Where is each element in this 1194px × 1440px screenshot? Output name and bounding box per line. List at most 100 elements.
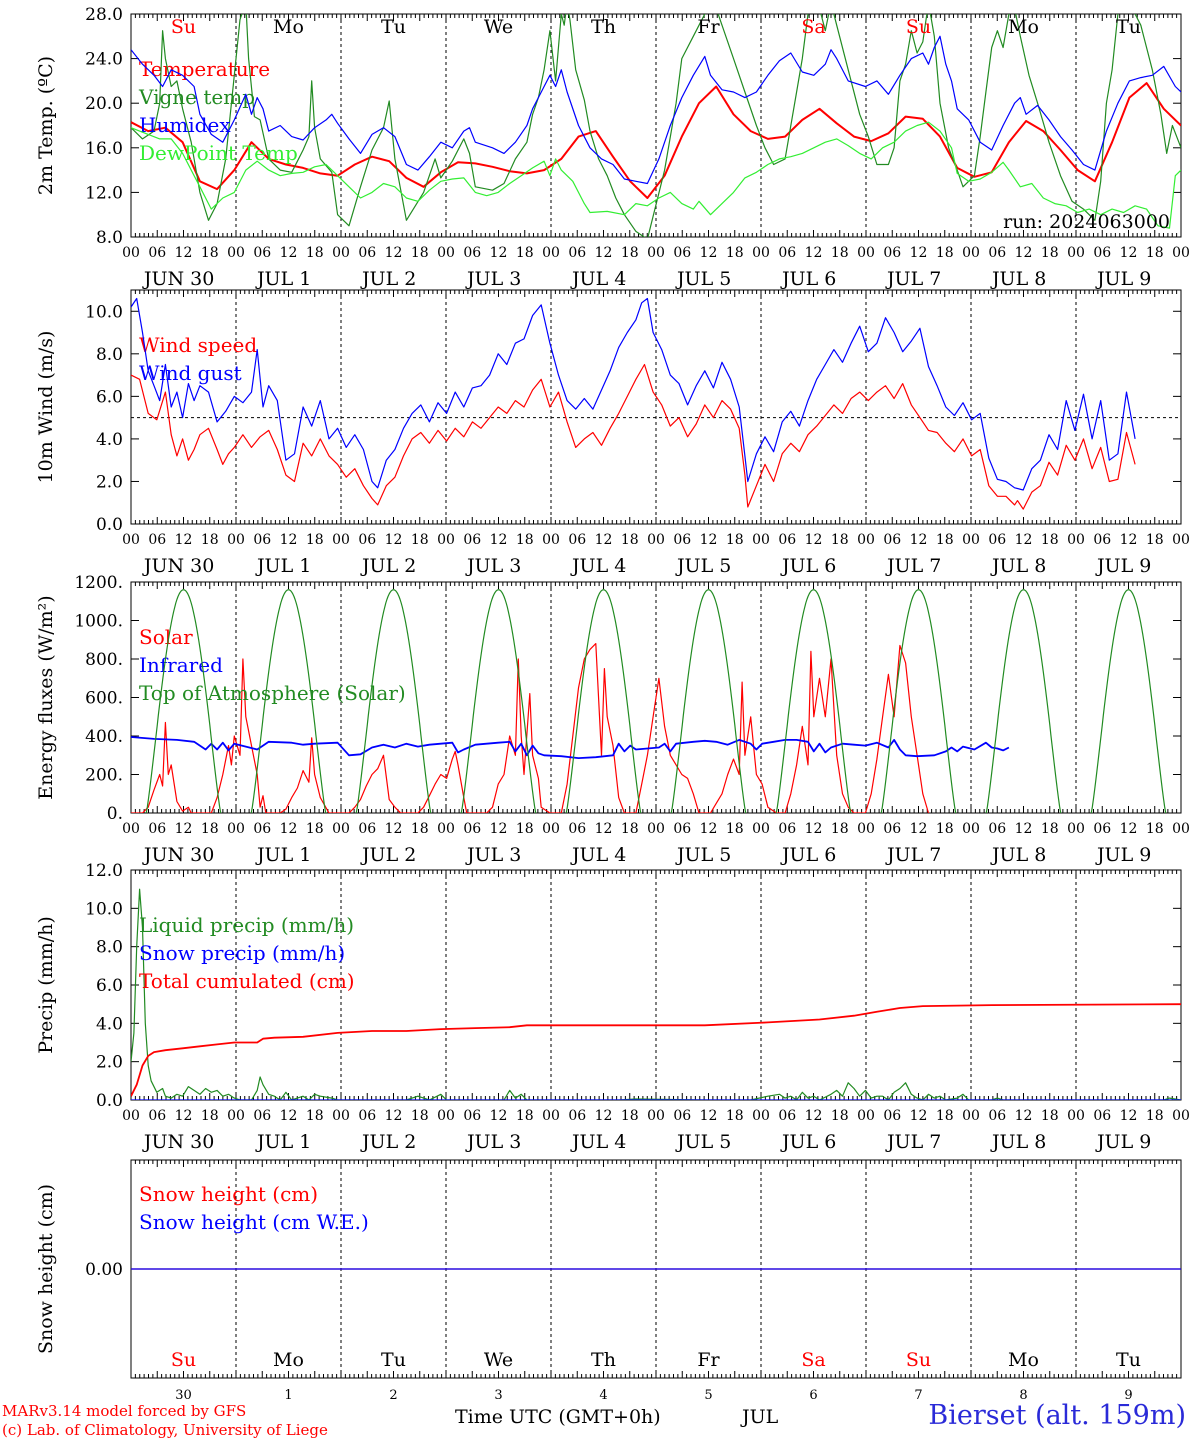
hour-label: 00: [647, 532, 665, 548]
hour-label: 12: [700, 245, 718, 261]
dow-label: Su: [906, 16, 931, 38]
hour-label: 18: [936, 1108, 954, 1124]
y-tick-label: 800.: [85, 650, 123, 670]
date-label: JUL 6: [780, 555, 836, 577]
hour-label: 18: [621, 1108, 639, 1124]
hour-label: 12: [910, 532, 928, 548]
hour-label: 12: [385, 245, 403, 261]
hour-label: 06: [988, 532, 1006, 548]
hour-label: 06: [148, 245, 166, 261]
series-temperature: [131, 82, 1181, 199]
hour-label: 12: [1120, 821, 1138, 837]
date-label: JUL 8: [990, 268, 1046, 290]
dow-label: Su: [906, 1349, 931, 1371]
hour-label: 00: [857, 532, 875, 548]
hour-label: 12: [595, 1108, 613, 1124]
series-solar: [131, 643, 930, 813]
dow-label: Su: [171, 1349, 196, 1371]
dow-label: Mo: [273, 16, 304, 38]
dow-label: Sa: [801, 1349, 825, 1371]
hour-label: 18: [516, 821, 534, 837]
hour-label: 18: [516, 245, 534, 261]
dow-label: Fr: [697, 1349, 720, 1371]
hour-label: 00: [1067, 245, 1085, 261]
date-label: JUL 7: [885, 1131, 941, 1153]
hour-label: 00: [542, 245, 560, 261]
hour-label: 06: [883, 245, 901, 261]
hour-label: 00: [542, 532, 560, 548]
series-wind-speed: [131, 363, 1136, 510]
hour-label: 00: [752, 532, 770, 548]
legend-entry: Top of Atmosphere (Solar): [139, 681, 406, 705]
hour-label: 12: [385, 821, 403, 837]
hour-label: 00: [647, 245, 665, 261]
y-tick-label: 8.0: [96, 345, 123, 365]
date-label: JUL 2: [360, 1131, 416, 1153]
hour-label: 00: [1172, 532, 1190, 548]
run-annotation: run: 2024063000: [1003, 211, 1170, 233]
y-tick-label: 6.0: [96, 387, 123, 407]
hour-label: 06: [778, 532, 796, 548]
dow-label: Tu: [381, 1349, 406, 1371]
hour-label: 12: [595, 532, 613, 548]
hour-label: 06: [253, 821, 271, 837]
date-label: JUN 30: [142, 268, 214, 290]
hour-label: 00: [227, 532, 245, 548]
hour-label: 12: [1120, 1108, 1138, 1124]
hour-label: 00: [1067, 821, 1085, 837]
credit-line-2: (c) Lab. of Climatology, University of L…: [2, 1421, 328, 1439]
hour-label: 00: [227, 1108, 245, 1124]
hour-label: 00: [962, 532, 980, 548]
date-label: JUL 3: [465, 844, 521, 866]
hour-label: 18: [411, 532, 429, 548]
legend-entry: Total cumulated (cm): [139, 969, 355, 993]
dow-label: Tu: [381, 16, 406, 38]
hour-label: 12: [910, 245, 928, 261]
series-total-cumulated-cm-: [131, 1003, 1181, 1097]
y-tick-label: 20.0: [85, 94, 123, 114]
hour-label: 06: [778, 821, 796, 837]
hour-label: 00: [1172, 245, 1190, 261]
y-tick-label: 600.: [85, 689, 123, 709]
y-tick-label: 8.0: [96, 228, 123, 248]
y-tick-label: 200.: [85, 766, 123, 786]
day-number: 6: [809, 1388, 817, 1403]
hour-label: 00: [122, 532, 140, 548]
day-number: 8: [1019, 1388, 1027, 1403]
hour-label: 00: [752, 1108, 770, 1124]
y-tick-label: 12.0: [85, 861, 123, 881]
hour-label: 18: [1041, 245, 1059, 261]
hour-label: 00: [227, 821, 245, 837]
legend-entry: Snow height (cm): [139, 1182, 318, 1206]
hour-label: 18: [1041, 1108, 1059, 1124]
hour-label: 06: [358, 821, 376, 837]
y-tick-label: 10.0: [85, 899, 123, 919]
hour-label: 12: [490, 1108, 508, 1124]
y-axis-label: Energy fluxes (W/m²): [35, 595, 57, 799]
date-label: JUL 9: [1095, 555, 1151, 577]
date-label: JUL 4: [570, 268, 626, 290]
hour-label: 06: [148, 1108, 166, 1124]
hour-label: 12: [280, 1108, 298, 1124]
hour-label: 12: [700, 1108, 718, 1124]
hour-label: 18: [201, 1108, 219, 1124]
date-label: JUL 1: [255, 844, 311, 866]
legend-entry: Snow precip (mm/h): [139, 941, 345, 965]
date-label: JUL 3: [465, 555, 521, 577]
date-label: JUL 1: [255, 268, 311, 290]
hour-label: 12: [280, 532, 298, 548]
hour-label: 18: [621, 821, 639, 837]
day-number: 9: [1124, 1388, 1132, 1403]
hour-label: 18: [726, 245, 744, 261]
date-label: JUL 7: [885, 268, 941, 290]
date-label: JUL 3: [465, 1131, 521, 1153]
hour-label: 00: [647, 1108, 665, 1124]
hour-label: 18: [516, 1108, 534, 1124]
date-label: JUL 4: [570, 1131, 626, 1153]
hour-label: 12: [805, 1108, 823, 1124]
hour-label: 06: [148, 821, 166, 837]
series-humidex: [131, 35, 1181, 185]
date-label: JUL 1: [255, 555, 311, 577]
day-number: 3: [494, 1388, 502, 1403]
hour-label: 06: [253, 1108, 271, 1124]
